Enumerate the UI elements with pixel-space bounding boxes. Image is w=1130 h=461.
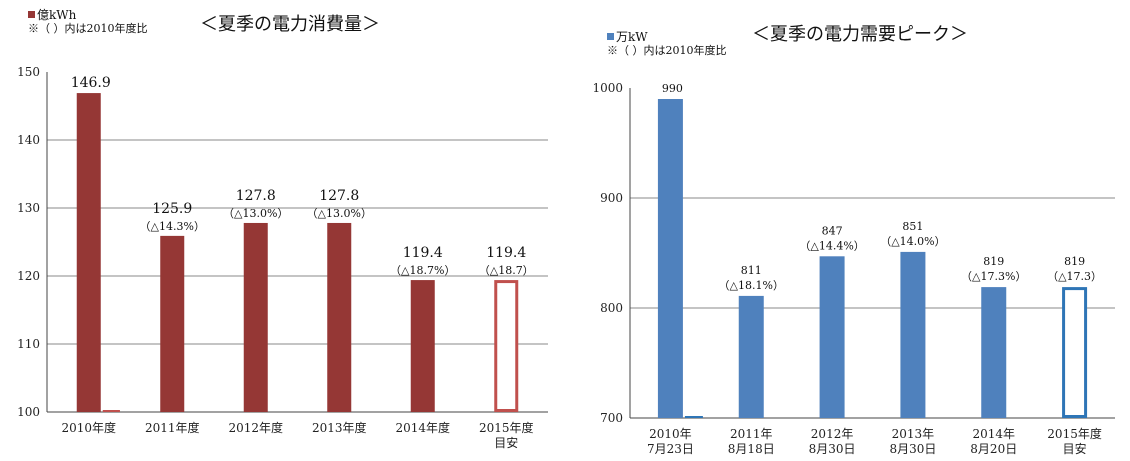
y-tick-label: 130: [17, 201, 40, 215]
bar: [738, 295, 764, 418]
y-tick-label: 100: [17, 405, 40, 419]
data-label: 119.4: [403, 245, 443, 261]
bar: [243, 222, 268, 412]
percent-label: （△14.3%）: [140, 220, 205, 233]
chart-legend: 万kW ※（ ）内は2010年度比: [607, 30, 727, 58]
x-tick-label: 2012年: [811, 427, 854, 441]
x-tick-label: 8月18日: [728, 442, 775, 456]
data-label: 127.8: [236, 188, 276, 204]
legend-note: ※（ ）内は2010年度比: [28, 22, 148, 35]
legend-swatch: [607, 33, 614, 40]
x-tick-label: 2011年度: [145, 420, 200, 435]
legend-note: ※（ ）内は2010年度比: [607, 44, 727, 57]
y-tick-label: 1000: [592, 81, 623, 95]
power-consumption-chart: 億kWh ※（ ）内は2010年度比 ＜夏季の電力消費量＞ 100 110 120 1…: [0, 0, 560, 457]
legend-label: 万kW: [616, 30, 648, 44]
percent-label: （△17.3）: [1047, 270, 1102, 283]
bar: [981, 287, 1007, 418]
y-tick-label: 140: [17, 133, 40, 147]
data-label: 811: [741, 264, 762, 277]
percent-label: （△14.4%）: [799, 239, 864, 252]
data-label: 819: [983, 255, 1004, 268]
legend-swatch: [28, 11, 35, 18]
bar: [76, 93, 101, 412]
data-label: 851: [902, 220, 923, 233]
x-tick-label: 2010年度: [61, 420, 116, 435]
percent-label: （△18.1%）: [719, 279, 784, 292]
y-tick-label: 150: [17, 65, 40, 79]
x-tick-label: 2011年: [730, 427, 773, 441]
percent-label: （△13.0%）: [307, 207, 372, 220]
y-tick-label: 110: [17, 337, 40, 351]
x-tick-label: 目安: [494, 435, 518, 450]
y-tick-label: 120: [17, 269, 40, 283]
data-label: 146.9: [71, 75, 111, 91]
data-label: 819: [1064, 255, 1085, 268]
chart-title: ＜夏季の電力需要ピーク＞: [752, 24, 968, 45]
y-tick-label: 700: [600, 411, 623, 425]
x-tick-label: 2012年度: [228, 420, 283, 435]
x-tick-label: 8月30日: [889, 442, 936, 456]
bar: [327, 222, 352, 412]
bar: [900, 251, 926, 418]
percent-label: （△18.7）: [479, 264, 534, 277]
x-tick-label: 7月23日: [647, 442, 694, 456]
x-tick-label: 2015年度: [479, 420, 534, 435]
y-tick-label: 900: [600, 191, 623, 205]
chart-title: ＜夏季の電力消費量＞: [200, 14, 380, 35]
data-label: 119.4: [486, 245, 526, 261]
chart-legend: 億kWh ※（ ）内は2010年度比: [28, 8, 148, 36]
bar-target: [494, 280, 519, 412]
x-tick-label: 目安: [1063, 441, 1087, 456]
x-tick-label: 2014年: [972, 427, 1015, 441]
data-label: 125.9: [152, 201, 192, 217]
percent-label: （△17.3%）: [961, 270, 1026, 283]
bar: [657, 99, 683, 418]
data-label: 127.8: [319, 188, 359, 204]
x-tick-label: 8月20日: [970, 442, 1017, 456]
x-tick-label: 2013年: [892, 427, 935, 441]
data-label: 847: [822, 224, 843, 237]
x-tick-label: 8月30日: [809, 442, 856, 456]
bar: [160, 235, 185, 412]
bar: [410, 280, 435, 412]
x-tick-label: 2013年度: [312, 420, 367, 435]
x-tick-label: 2010年: [649, 427, 692, 441]
power-peak-demand-chart: 万kW ※（ ）内は2010年度比 ＜夏季の電力需要ピーク＞ 700 800 900…: [570, 0, 1130, 457]
percent-label: （△13.0%）: [223, 207, 288, 220]
legend-label: 億kWh: [37, 8, 77, 22]
x-tick-label: 2015年度: [1047, 426, 1102, 441]
y-tick-label: 800: [600, 301, 623, 315]
chart-plot: 100 110 120 130 140 150 146.9 2010年度 125.9 （△14.3…: [17, 65, 548, 450]
percent-label: （△14.0%）: [880, 235, 945, 248]
bar: [819, 256, 845, 418]
percent-label: （△18.7%）: [390, 264, 455, 277]
data-label: 990: [662, 82, 683, 95]
x-tick-label: 2014年度: [395, 420, 450, 435]
bar-target: [1062, 287, 1088, 419]
